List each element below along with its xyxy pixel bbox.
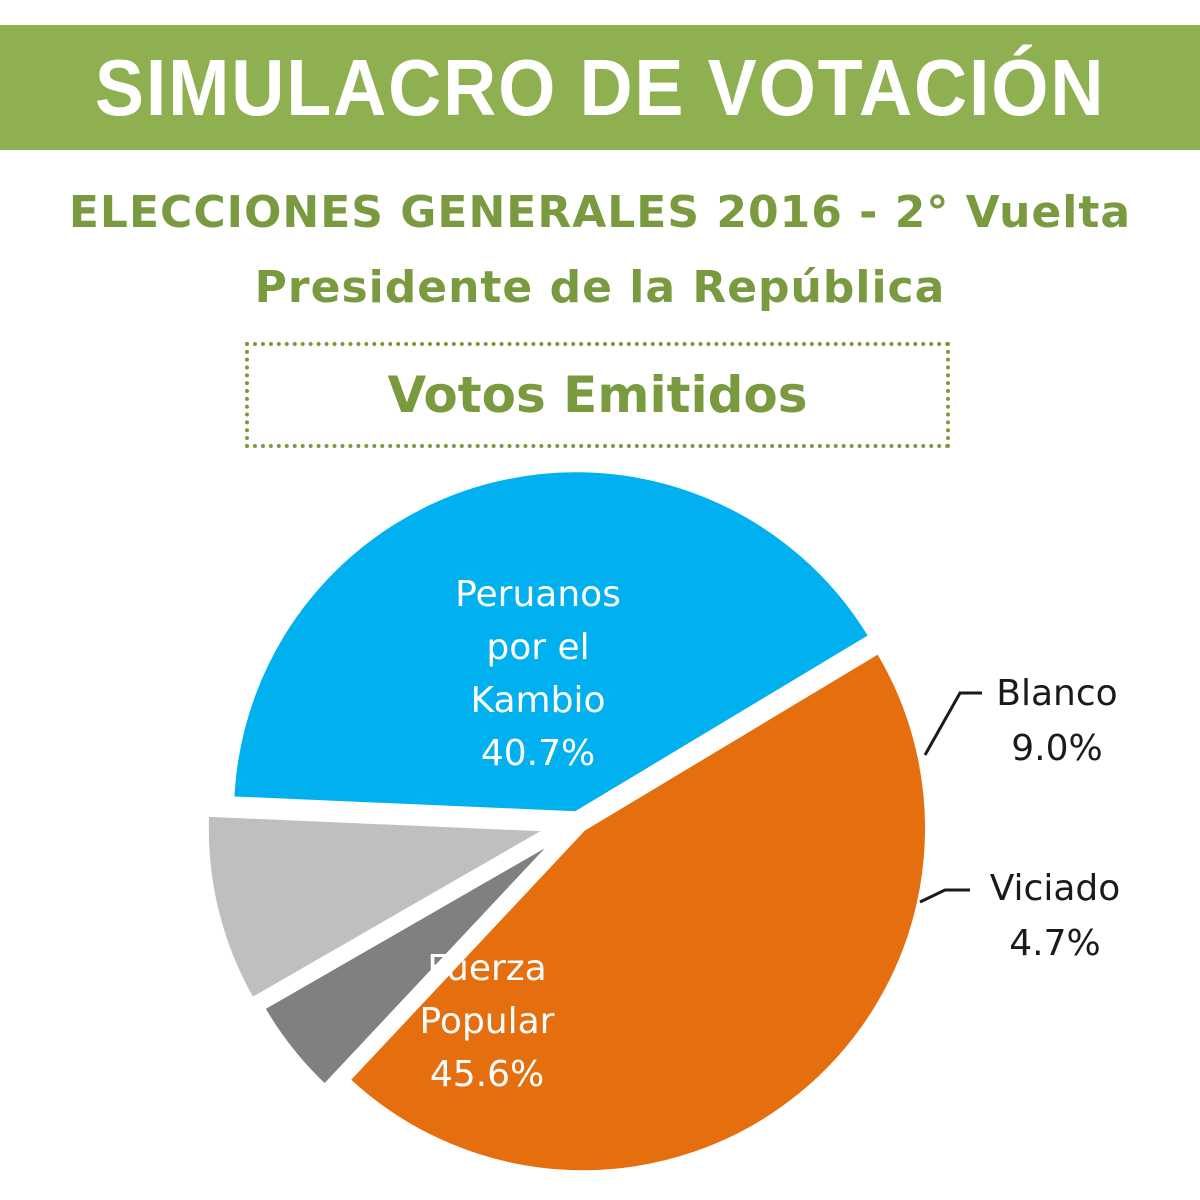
page-title: SIMULACRO DE VOTACIÓN — [94, 42, 1106, 132]
slice-percent-viciado: 4.7% — [1009, 923, 1100, 964]
pie-slice-fuerza-popular — [342, 646, 932, 1177]
election-subtitle: ELECCIONES GENERALES 2016 - 2° Vuelta — [68, 187, 1132, 238]
slice-percent-peruanos-por-el-kambio: 40.7% — [481, 733, 595, 774]
slice-label-fuerza-popular: Fuerza — [427, 948, 546, 989]
leader-line-viciado — [919, 888, 970, 904]
slice-percent-fuerza-popular: 45.6% — [430, 1054, 544, 1095]
slice-label-viciado: Viciado — [990, 868, 1121, 909]
slice-percent-blanco: 9.0% — [1011, 728, 1102, 769]
slice-label-peruanos-por-el-kambio: por el — [486, 627, 589, 668]
pie-slice-viciado — [257, 833, 563, 1092]
slice-label-blanco: Blanco — [996, 673, 1117, 714]
votes-box-label: Votos Emitidos — [387, 366, 808, 424]
pie-slice-blanco — [202, 810, 562, 1005]
office-subtitle: Presidente de la República — [254, 262, 946, 313]
pie-slice-peruanos-por-el-kambio — [228, 466, 876, 818]
votes-box: Votos Emitidos — [245, 342, 950, 448]
slice-label-peruanos-por-el-kambio: Peruanos — [455, 574, 621, 615]
leader-line-blanco — [923, 691, 982, 756]
slice-label-peruanos-por-el-kambio: Kambio — [471, 680, 606, 721]
title-banner: SIMULACRO DE VOTACIÓN — [0, 25, 1200, 150]
slice-label-fuerza-popular: Popular — [420, 1001, 555, 1042]
